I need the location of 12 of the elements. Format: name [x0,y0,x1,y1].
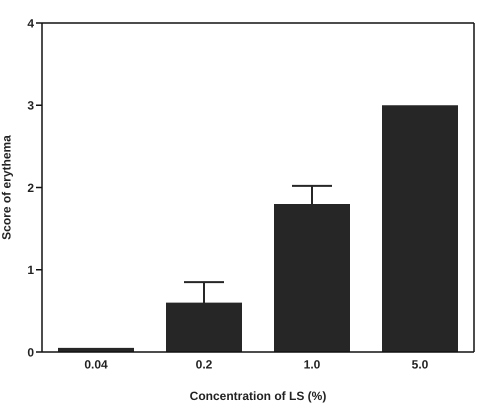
x-tick-label: 0.2 [196,358,213,372]
y-tick-label: 0 [27,345,34,360]
x-tick-label: 1.0 [304,358,321,372]
y-tick-label: 2 [27,180,34,195]
y-tick-label: 1 [27,263,34,278]
x-tick-label: 5.0 [412,358,429,372]
bar [382,105,458,352]
x-axis-title: Concentration of LS (%) [190,389,326,403]
y-tick-label: 3 [27,98,34,113]
x-tick-label: 0.04 [84,358,108,372]
y-tick-label: 4 [27,16,34,30]
y-axis-title: Score of erythema [0,134,14,240]
